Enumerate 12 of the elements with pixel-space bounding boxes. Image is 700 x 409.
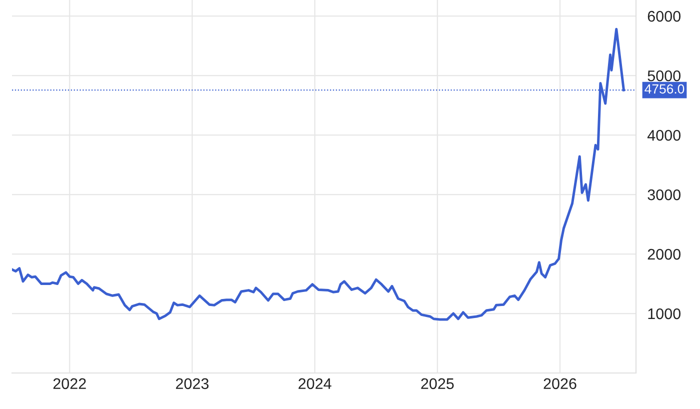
x-tick-label: 2026 [544, 378, 576, 390]
y-tick-label: 3000 [648, 189, 680, 200]
x-tick-label: 2025 [421, 378, 454, 390]
y-tick-label: 6000 [648, 10, 680, 22]
x-tick-label: 2022 [53, 378, 86, 390]
y-tick-label: 2000 [648, 248, 680, 260]
ref-line-label: 4756.0 [644, 84, 684, 94]
y-tick-label: 1000 [648, 308, 680, 320]
x-tick-label: 2023 [176, 378, 209, 390]
y-tick-label: 4000 [647, 130, 680, 141]
y-tick-label: 5000 [648, 70, 680, 82]
x-tick-label: 2024 [298, 378, 332, 390]
